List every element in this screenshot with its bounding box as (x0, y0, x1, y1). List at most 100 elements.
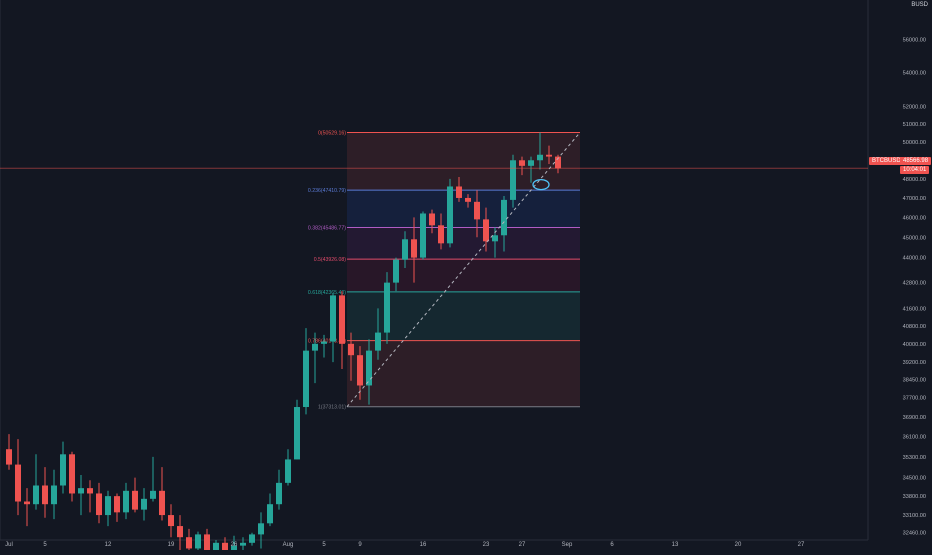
symbol-tag: BTCBUSD (869, 157, 904, 165)
price-tick-label: 32460.00 (903, 531, 926, 537)
price-tick-label: 54000.00 (903, 70, 926, 76)
price-tick-label: 36100.00 (903, 435, 926, 441)
price-tick-label: 33800.00 (903, 494, 926, 500)
trend-line[interactable] (346, 132, 581, 408)
candle-body (222, 542, 228, 555)
candle-body (51, 485, 57, 505)
candle-body (483, 219, 489, 242)
price-tick-label: 45000.00 (903, 235, 926, 241)
time-tick-label: 27 (798, 542, 805, 548)
candle-body (303, 350, 309, 408)
currency-label: BUSD (911, 2, 928, 8)
time-tick-label: 12 (105, 542, 112, 548)
last-price-label: 48566.98 (900, 157, 932, 165)
candle-body (528, 160, 534, 166)
candles (0, 132, 868, 555)
candle-body (276, 482, 282, 505)
fib-zone (347, 132, 580, 191)
candle-body (474, 201, 480, 220)
candle-body (465, 197, 471, 202)
time-tick-label: Jul (5, 542, 13, 548)
candle-body (213, 542, 219, 552)
fib-zone (347, 227, 580, 260)
candle-body (447, 186, 453, 244)
price-tick-label: 47000.00 (903, 196, 926, 202)
price-tick-label: 41600.00 (903, 306, 926, 312)
candle-body (492, 235, 498, 242)
time-tick-label: 27 (519, 542, 526, 548)
fib-zone (347, 340, 580, 407)
price-tick-label: 35300.00 (903, 455, 926, 461)
candle-body (366, 350, 372, 386)
candle-body (312, 343, 318, 351)
candle-body (339, 295, 345, 344)
candle-body (285, 459, 291, 483)
fib-zone (347, 291, 580, 341)
fib-level-label: 0.618(42365.40) (308, 290, 346, 296)
fib-zone (347, 190, 580, 228)
time-axis[interactable]: Jul 5 12 19 26 Aug 5 9 16 23 27 Sep 6 13 20 27 (5, 542, 805, 548)
candle-body (123, 490, 129, 513)
price-tick-label: 40000.00 (903, 342, 926, 348)
fib-level-label: 0.786(40143.40) (308, 339, 346, 345)
candle-body (519, 160, 525, 166)
price-tick-label: 37700.00 (903, 395, 926, 401)
fibonacci-retracement[interactable]: 0(50529.16) 0.236(47410.79) 0.382(45486.77… (308, 130, 580, 411)
time-tick-label: Aug (283, 542, 294, 548)
candle-body (24, 501, 30, 505)
price-tick-label: 51000.00 (903, 122, 926, 128)
candle-body (393, 259, 399, 283)
candle-body (249, 534, 255, 543)
candle-body (186, 537, 192, 549)
price-tick-label: 33100.00 (903, 513, 926, 519)
candle-body (87, 488, 93, 494)
price-tick-label: 46000.00 (903, 215, 926, 221)
candle-body (150, 490, 156, 499)
candle-body (294, 407, 300, 460)
price-tick-label: 44000.00 (903, 256, 926, 262)
time-tick-label: 5 (43, 542, 47, 548)
candle-body (177, 526, 183, 538)
candle-body (132, 490, 138, 510)
candle-body (204, 534, 210, 552)
time-tick-label: Sep (562, 542, 573, 548)
candle-body (168, 515, 174, 527)
candle-body (15, 464, 21, 502)
candle-body (105, 496, 111, 516)
candle-body (348, 343, 354, 356)
fib-level-label: 1(37313.01) (318, 405, 346, 411)
candle-body (555, 156, 561, 169)
time-tick-label: 13 (672, 542, 679, 548)
candle-body (330, 295, 336, 342)
countdown-label: 10:04:01 (900, 166, 930, 174)
candle-body (42, 485, 48, 505)
time-tick-label: 19 (168, 542, 175, 548)
time-tick-label: 5 (322, 542, 326, 548)
candle-body (60, 454, 66, 486)
highlight-circle (532, 178, 550, 191)
time-tick-label: 16 (420, 542, 427, 548)
candle-body (375, 332, 381, 351)
candle-body (69, 454, 75, 494)
candle-body (240, 542, 246, 546)
candle-body (420, 213, 426, 258)
candle-body (411, 239, 417, 258)
time-tick-label: 23 (483, 542, 490, 548)
fib-level-label: 0.382(45486.77) (308, 226, 346, 232)
candle-body (195, 534, 201, 549)
candle-body (33, 485, 39, 505)
candle-body (321, 341, 327, 344)
candle-body (258, 523, 264, 535)
price-tick-label: 42800.00 (903, 281, 926, 287)
candle-body (402, 239, 408, 260)
candle-body (159, 490, 165, 516)
candle-body (141, 498, 147, 510)
candle-body (456, 186, 462, 198)
price-tick-label: 36900.00 (903, 415, 926, 421)
price-tick-label: 52000.00 (903, 105, 926, 111)
candle-body (357, 355, 363, 386)
candle-body (501, 199, 507, 236)
